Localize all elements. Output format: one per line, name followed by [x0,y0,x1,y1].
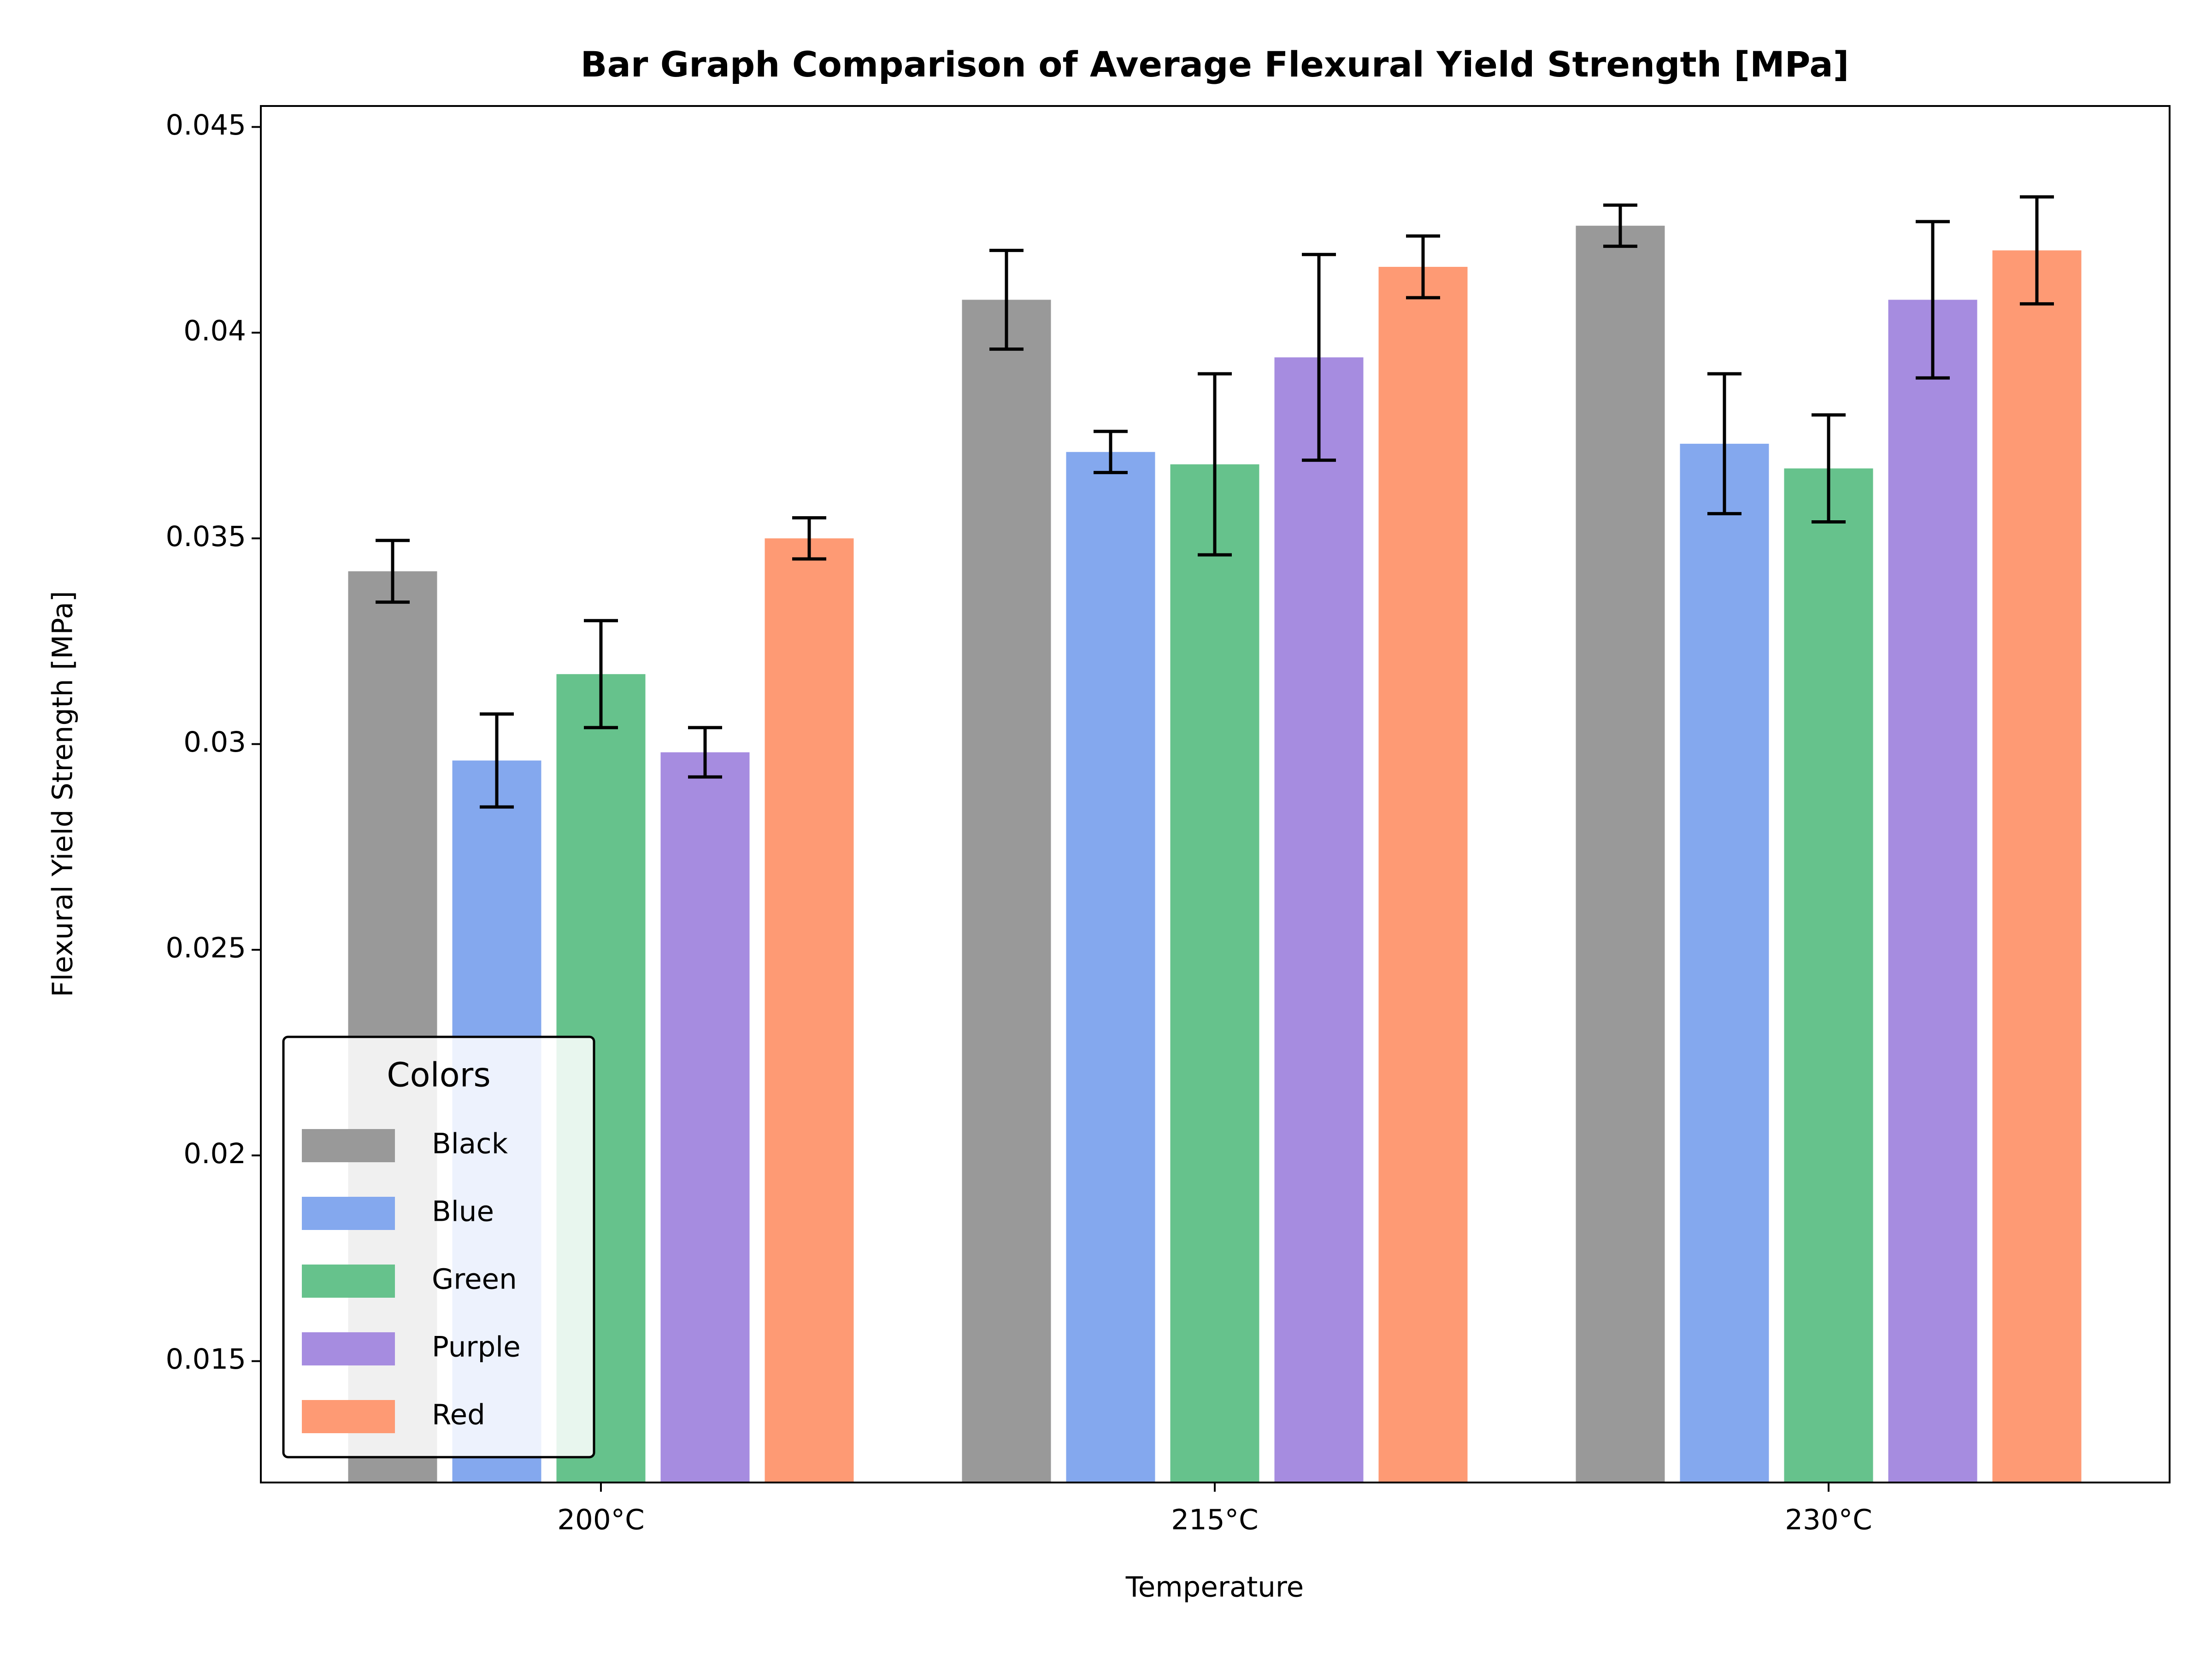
error-bar [1603,203,1637,248]
bar [1066,452,1155,1483]
y-tick-label: 0.035 [165,520,246,553]
bar [1888,300,1977,1483]
error-bar [1406,234,1440,300]
legend-swatch [302,1129,395,1162]
legend-swatch [302,1265,395,1298]
bar [962,300,1051,1483]
legend-label: Blue [432,1195,494,1228]
bar [1784,468,1873,1483]
bar [1576,225,1665,1483]
error-bar [989,248,1024,351]
legend-box [282,1035,595,1459]
x-tick-label: 215°C [1171,1504,1259,1536]
legend-swatch [302,1197,395,1230]
legend-swatch [302,1332,395,1365]
legend-swatch [302,1400,395,1433]
y-tick-label: 0.015 [165,1343,246,1376]
error-bar [1916,220,1950,380]
error-bar [1302,253,1336,462]
error-bar [792,516,826,561]
bar [1274,357,1364,1483]
x-tick-label: 200°C [557,1504,645,1536]
error-bar [688,726,722,779]
x-axis-label: Temperature [1125,1571,1304,1604]
legend-label: Red [432,1399,485,1431]
error-bar [1707,372,1741,516]
legend-label: Green [432,1263,517,1296]
bar [1170,464,1259,1483]
y-tick-label: 0.04 [183,314,246,347]
plot-frame [260,105,2171,1483]
error-bar [1094,429,1128,474]
y-tick-label: 0.02 [183,1137,246,1170]
x-tick-label: 230°C [1785,1504,1872,1536]
y-tick-label: 0.03 [183,726,246,759]
error-bar [2020,195,2054,306]
error-bar [376,539,410,604]
bar [765,538,854,1483]
error-bar [1198,372,1232,557]
legend-label: Black [432,1128,508,1160]
legend-title: Colors [387,1056,491,1094]
error-bar [584,619,618,729]
bar [660,752,750,1483]
bar [1680,443,1769,1483]
y-tick-label: 0.025 [165,932,246,965]
error-bar [1812,413,1846,524]
y-tick-label: 0.045 [165,109,246,141]
bar [1992,250,2082,1483]
chart-title: Bar Graph Comparison of Average Flexural… [581,44,1849,85]
error-bar [480,712,514,809]
bar [1378,267,1468,1483]
legend-label: Purple [432,1331,521,1364]
y-axis-label: Flexural Yield Strength [MPa] [47,591,79,997]
